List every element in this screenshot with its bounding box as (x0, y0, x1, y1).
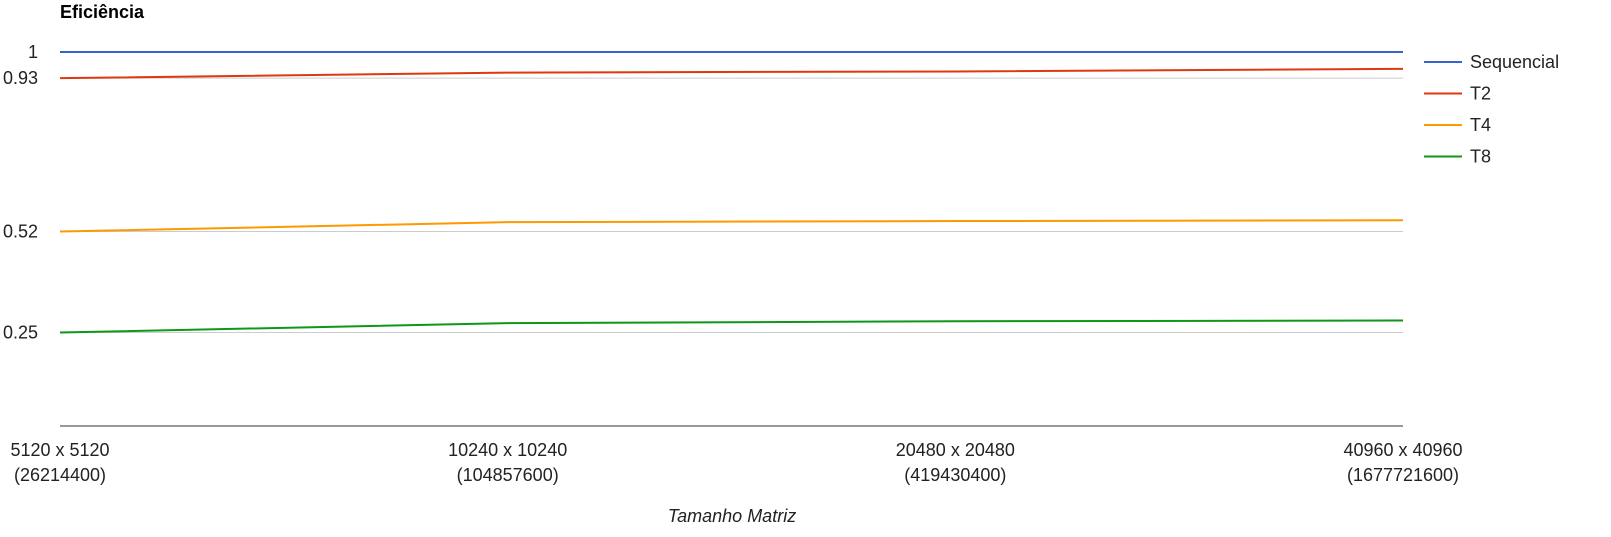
x-tick-label: 40960 x 40960 (1677721600) (1343, 440, 1462, 485)
legend-item-t2[interactable]: T2 (1424, 84, 1491, 104)
x-tick-label: 5120 x 5120 (26214400) (10, 440, 109, 485)
series-lines (59, 51, 1404, 334)
chart-title: Eficiência (60, 2, 145, 22)
series-line-t4 (59, 219, 1404, 233)
legend-label: Sequencial (1470, 52, 1559, 72)
y-tick-label: 1 (28, 42, 38, 62)
series-line-t2 (59, 67, 1404, 80)
legend-label: T8 (1470, 147, 1491, 167)
legend[interactable]: Sequencial T2 T4 T8 (1424, 52, 1559, 167)
legend-item-t8[interactable]: T8 (1424, 147, 1491, 167)
x-axis-label: Tamanho Matriz (668, 506, 796, 526)
y-tick-label: 0.52 (3, 222, 38, 242)
y-tick-label: 0.93 (3, 68, 38, 88)
y-tick-label: 0.25 (3, 323, 38, 343)
legend-item-t4[interactable]: T4 (1424, 115, 1491, 135)
gridlines (60, 51, 1403, 333)
x-tick-label: 10240 x 10240 (104857600) (448, 440, 567, 485)
legend-item-sequencial[interactable]: Sequencial (1424, 52, 1559, 72)
x-axis-ticks: 5120 x 5120 (26214400) 10240 x 10240 (10485… (10, 440, 1462, 485)
legend-label: T4 (1470, 115, 1491, 135)
series-line-t8 (59, 319, 1404, 334)
legend-label: T2 (1470, 84, 1491, 104)
x-tick-label: 20480 x 20480 (419430400) (896, 440, 1015, 485)
y-axis-ticks: 1 0.93 0.52 0.25 (3, 42, 38, 343)
